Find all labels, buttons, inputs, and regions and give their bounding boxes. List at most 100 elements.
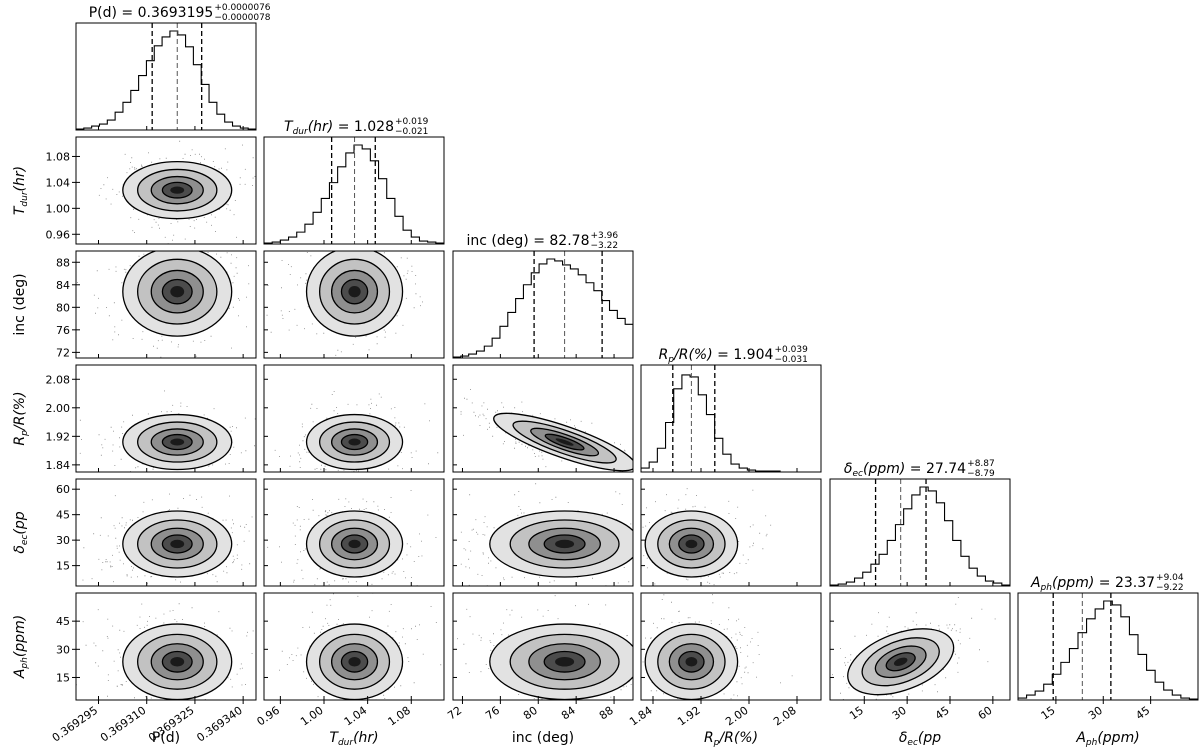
density-level-5 [170,186,185,194]
contour-line-3 [330,527,379,561]
contour-line-2 [137,519,218,569]
contour-line-2 [318,421,391,463]
scatter-panel-dec-vs-RpRs [641,488,772,586]
histogram-panel-P [76,23,256,130]
histogram-frame [263,136,445,245]
error-minus: −0.031 [775,355,808,365]
x-tick-label: 0.369340 [194,704,244,745]
contour-line-1 [305,510,404,578]
density-level-5 [348,656,361,667]
contour-line-1 [847,628,955,696]
x-tick-label: 1.04 [342,704,370,729]
contour-line-4 [543,534,586,554]
contour-line-2 [318,258,391,325]
scatter-panel-Aph-vs-Tdur [279,593,442,700]
x-tick-label: 0.369295 [50,704,100,745]
density-level-5 [893,657,908,666]
y-tick-label: 15 [56,671,70,684]
y-axis-label-RpRs: Rp/R(%) [12,391,30,445]
contour-line-3 [150,527,204,561]
x-axis-label-dec: δec(pp [899,730,941,748]
scatter-panel-dec-vs-P [82,493,253,585]
density-contours [122,251,233,337]
x-tick-label: 45 [933,704,952,723]
x-axis-label-P: P(d) [152,730,180,746]
x-tick-label: 1.00 [298,704,326,729]
density-contours [305,623,404,700]
contour-line-4 [678,534,705,554]
y-tick-label: 84 [56,279,70,292]
y-tick-label: 76 [56,324,70,337]
histogram-steps [830,486,1010,586]
histogram-panel-inc [453,251,633,358]
contour-line-4 [161,433,193,451]
histogram-panel-Tdur [264,137,444,244]
scatter-panel-Aph-vs-RpRs [642,594,793,700]
x-tick-label: 1.84 [627,704,655,729]
contour-line-1 [122,623,233,700]
density-contours [305,510,404,578]
error-minus: −9.22 [1156,583,1184,593]
scatter-panel-RpRs-vs-Tdur [274,391,439,472]
density-level-5 [348,539,361,549]
density-level-5 [348,285,361,298]
density-contours [644,510,739,578]
x-tick-label: 45 [1133,704,1152,723]
contour-line-4 [885,652,916,672]
histogram-frame [829,478,1011,587]
density-contours [305,413,404,471]
panel-title-RpRs: Rp/R(%) = 1.904 [659,347,774,365]
x-tick-label: 1.92 [675,704,703,729]
y-tick-label: 72 [56,346,70,359]
contour-line-1 [644,510,739,578]
contour-line-1 [305,623,404,700]
contour-line-4 [678,650,705,673]
error-minus: −8.79 [967,469,995,479]
contour-line-3 [150,269,204,314]
contour-line-1 [489,623,633,700]
density-contours [489,623,633,700]
contour-line-4 [340,433,369,451]
contour-line-4 [340,278,369,305]
contour-line-3 [330,643,379,681]
y-axis-label-Tdur: Tdur(hr) [12,166,30,215]
y-tick-label: 1.08 [46,150,71,163]
histogram-frame [452,250,634,359]
histogram-steps [264,144,444,244]
density-level-5 [685,539,698,549]
contour-line-3 [150,175,204,205]
y-tick-label: 1.92 [46,430,71,443]
contour-line-2 [509,633,620,690]
scatter-frame [829,592,1011,701]
error-plus: +8.87 [967,459,995,469]
x-tick-label: 60 [976,704,995,723]
error-plus: +3.96 [590,231,618,241]
x-tick-label: 30 [1086,704,1105,723]
density-contours [122,413,233,471]
scatter-frame [263,592,445,701]
density-level-5 [555,656,575,667]
scatter-panel-dec-vs-Tdur [267,490,437,586]
density-level-5 [170,438,185,446]
density-contours [489,510,633,578]
x-tick-label: 84 [559,704,578,723]
contour-line-2 [509,519,620,569]
error-minus: −3.22 [590,241,618,251]
contour-line-2 [137,633,218,690]
contour-line-1 [493,412,633,472]
y-tick-label: 60 [56,483,70,496]
scatter-frame [75,250,257,359]
density-level-5 [170,285,185,298]
density-contours [122,623,233,700]
scatter-points [266,251,423,356]
y-tick-label: 30 [56,534,70,547]
scatter-panel-Aph-vs-P [76,603,254,700]
x-tick-label: 72 [445,704,464,723]
contour-line-1 [122,160,233,220]
contour-line-4 [543,650,586,673]
scatter-frame [452,592,634,701]
error-plus: +9.04 [1156,573,1184,583]
scatter-panel-Aph-vs-dec [832,597,996,700]
scatter-panel-inc-vs-Tdur [266,251,423,356]
